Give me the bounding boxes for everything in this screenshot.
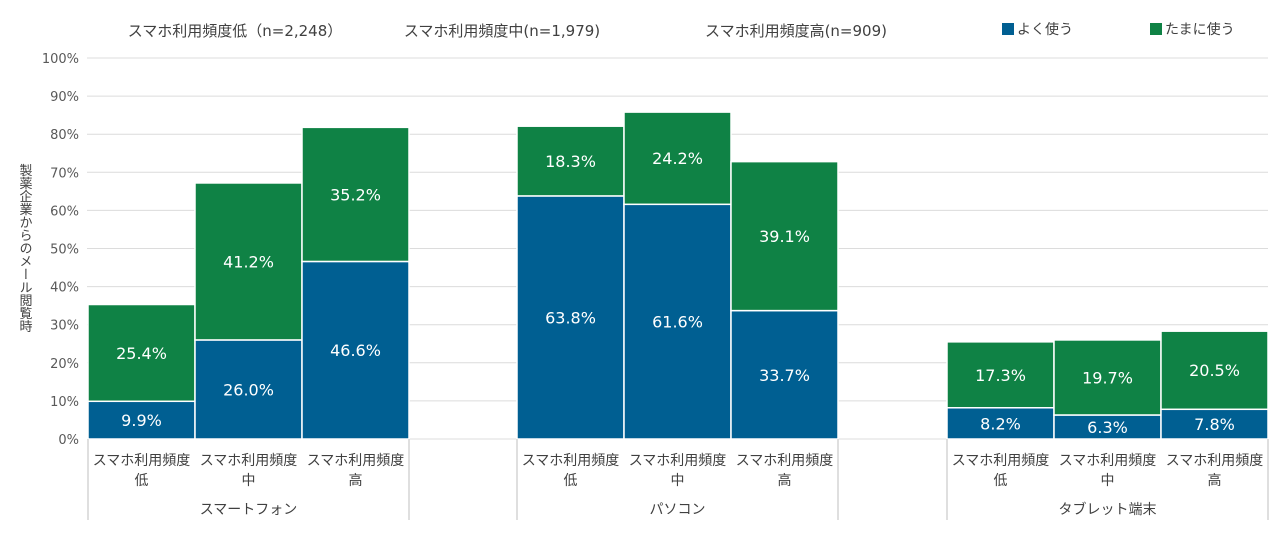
y-tick-label: 0% xyxy=(58,433,79,448)
bar-segment-often xyxy=(1053,414,1162,440)
bar-segment-sometimes xyxy=(946,341,1055,409)
x-category-sublabel: 高 xyxy=(778,472,792,489)
bar-segment-sometimes xyxy=(1053,339,1162,416)
data-label: 19.7% xyxy=(1082,368,1133,387)
bar-segment-sometimes xyxy=(87,303,196,403)
x-axis: スマホ利用頻度低スマホ利用頻度中スマホ利用頻度高スマートフォンスマホ利用頻度低ス… xyxy=(87,439,1269,520)
data-label: 7.8% xyxy=(1194,415,1235,434)
x-category-sublabel: 低 xyxy=(994,473,1008,489)
data-label: 17.3% xyxy=(975,366,1026,385)
bar-segment-often xyxy=(730,309,839,440)
data-label: 26.0% xyxy=(223,380,274,399)
x-category-sublabel: 低 xyxy=(135,473,149,489)
data-label: 9.9% xyxy=(121,411,162,430)
y-axis-label: 製薬企業からのメール閲覧時 xyxy=(17,164,33,333)
data-label: 46.6% xyxy=(330,341,381,360)
x-category-sublabel: 高 xyxy=(349,472,363,489)
y-tick-label: 20% xyxy=(50,357,79,372)
x-category-sublabel: 低 xyxy=(564,473,578,489)
bar-segment-often xyxy=(301,260,410,440)
chart-headers: スマホ利用頻度低（n=2,248） スマホ利用頻度中(n=1,979) スマホ利… xyxy=(128,22,887,40)
y-tick-label: 30% xyxy=(50,319,79,334)
x-category-sublabel: 中 xyxy=(671,473,685,489)
legend-swatch-often xyxy=(1002,23,1014,35)
data-label: 41.2% xyxy=(223,252,274,271)
legend-label-sometimes: たまに使う xyxy=(1165,21,1235,38)
x-category-label: スマホ利用頻度 xyxy=(1059,453,1157,469)
x-category-label: スマホ利用頻度 xyxy=(522,453,620,469)
x-category-label: スマホ利用頻度 xyxy=(629,453,727,469)
x-category-label: スマホ利用頻度 xyxy=(93,453,191,469)
data-label: 33.7% xyxy=(759,366,810,385)
data-label: 20.5% xyxy=(1189,361,1240,380)
x-group-label: パソコン xyxy=(650,502,706,518)
x-group-label: タブレット端末 xyxy=(1059,501,1157,518)
x-category-label: スマホ利用頻度 xyxy=(952,453,1050,469)
x-category-label: スマホ利用頻度 xyxy=(307,453,405,469)
x-group-label: スマートフォン xyxy=(200,502,298,518)
bar-segment-often xyxy=(516,195,625,440)
bar-segment-often xyxy=(946,407,1055,440)
x-category-sublabel: 高 xyxy=(1208,472,1222,489)
y-tick-label: 40% xyxy=(50,281,79,296)
legend-swatch-sometimes xyxy=(1150,23,1162,35)
data-label: 8.2% xyxy=(980,414,1021,433)
data-label: 35.2% xyxy=(330,185,381,204)
y-tick-label: 80% xyxy=(50,128,79,143)
y-tick-label: 60% xyxy=(50,204,79,219)
x-category-label: スマホ利用頻度 xyxy=(1166,453,1264,469)
bar-segment-sometimes xyxy=(730,160,839,312)
x-category-label: スマホ利用頻度 xyxy=(736,453,834,469)
header-low: スマホ利用頻度低（n=2,248） xyxy=(128,22,343,40)
header-high: スマホ利用頻度高(n=909) xyxy=(705,22,887,40)
data-label: 6.3% xyxy=(1087,418,1128,437)
data-label: 24.2% xyxy=(652,149,703,168)
data-label: 18.3% xyxy=(545,152,596,171)
x-category-sublabel: 中 xyxy=(1101,473,1115,489)
data-label: 61.6% xyxy=(652,313,703,332)
header-mid: スマホ利用頻度中(n=1,979) xyxy=(404,22,600,40)
bar-segment-often xyxy=(87,400,196,440)
data-label: 39.1% xyxy=(759,227,810,246)
bar-segment-sometimes xyxy=(623,111,732,206)
bar-segment-often xyxy=(623,203,732,440)
x-category-sublabel: 中 xyxy=(242,473,256,489)
data-label: 63.8% xyxy=(545,308,596,327)
x-category-label: スマホ利用頻度 xyxy=(200,453,298,469)
y-tick-label: 10% xyxy=(50,395,79,410)
y-tick-label: 90% xyxy=(50,90,79,105)
data-label: 25.4% xyxy=(116,344,167,363)
bars: 9.9% 25.4% 26.0% 41.2% 46.6% 35.2% 63.8% 18.3% 6… xyxy=(87,111,1269,440)
bar-segment-sometimes xyxy=(1160,330,1269,411)
y-tick-label: 100% xyxy=(42,52,79,67)
bar-segment-sometimes xyxy=(301,126,410,263)
legend-label-often: よく使う xyxy=(1017,21,1073,38)
y-tick-label: 70% xyxy=(50,166,79,181)
y-tick-label: 50% xyxy=(50,243,79,258)
y-axis-ticks: 0% 10% 20% 30% 40% 50% 60% 70% 80% 90% 100% xyxy=(42,52,79,448)
bar-segment-sometimes xyxy=(194,182,303,341)
legend: よく使う たまに使う xyxy=(1002,21,1235,38)
